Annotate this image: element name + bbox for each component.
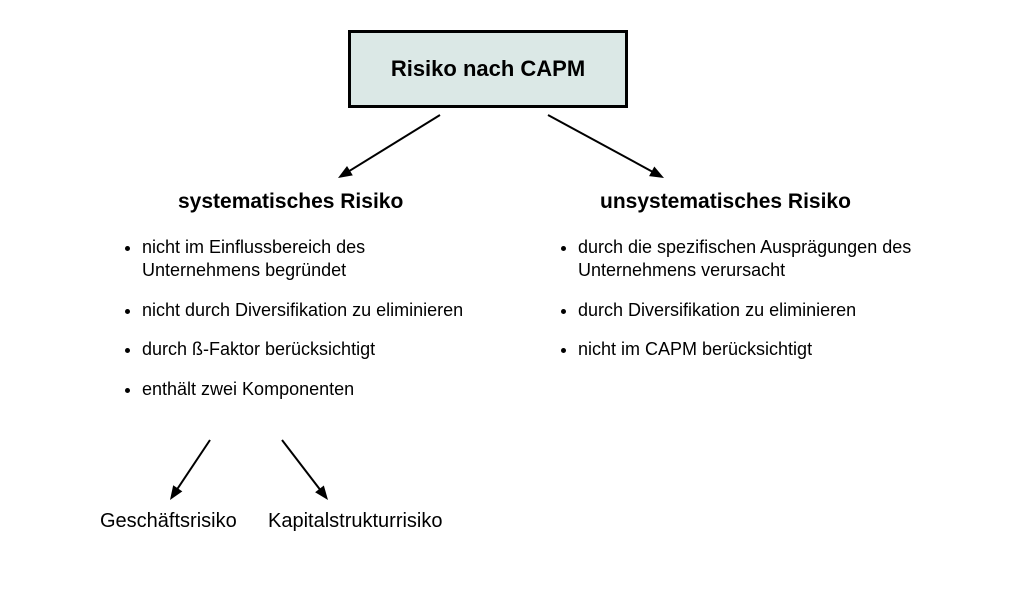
leaf-node-0-label: Geschäftsrisiko: [100, 510, 237, 532]
leaf-node-1: Kapitalstrukturrisiko: [268, 510, 443, 533]
branch-bullets-1-list: durch die spezifischen Ausprägungen des …: [544, 236, 924, 362]
list-item: durch die spezifischen Ausprägungen des …: [578, 236, 924, 283]
arrow-root-to-branch-0: [324, 101, 454, 192]
branch-bullets-0-list: nicht im Einflussbereich des Unternehmen…: [108, 236, 488, 401]
root-node-label: Risiko nach CAPM: [391, 56, 585, 82]
branch-heading-1-text: unsystematisches Risiko: [600, 190, 851, 213]
arrow-branch0-to-child-1: [268, 426, 342, 514]
list-item: nicht im Einflussbereich des Unternehmen…: [142, 236, 488, 283]
branch-heading-0-text: systematisches Risiko: [178, 190, 403, 213]
list-item: durch ß-Faktor berücksichtigt: [142, 338, 488, 361]
leaf-node-1-label: Kapitalstrukturrisiko: [268, 510, 443, 532]
branch-bullets-1: durch die spezifischen Ausprägungen des …: [544, 236, 924, 378]
list-item: nicht im CAPM berücksichtigt: [578, 338, 924, 361]
list-item: enthält zwei Komponenten: [142, 378, 488, 401]
list-item: durch Diversifikation zu eliminieren: [578, 299, 924, 322]
branch-bullets-0: nicht im Einflussbereich des Unternehmen…: [108, 236, 488, 417]
leaf-node-0: Geschäftsrisiko: [100, 510, 237, 533]
arrow-root-to-branch-1: [534, 101, 678, 192]
branch-heading-1: unsystematisches Risiko: [600, 190, 851, 214]
arrow-branch0-to-child-0: [156, 426, 224, 514]
branch-heading-0: systematisches Risiko: [178, 190, 403, 214]
list-item: nicht durch Diversifikation zu eliminier…: [142, 299, 488, 322]
root-node: Risiko nach CAPM: [348, 30, 628, 108]
